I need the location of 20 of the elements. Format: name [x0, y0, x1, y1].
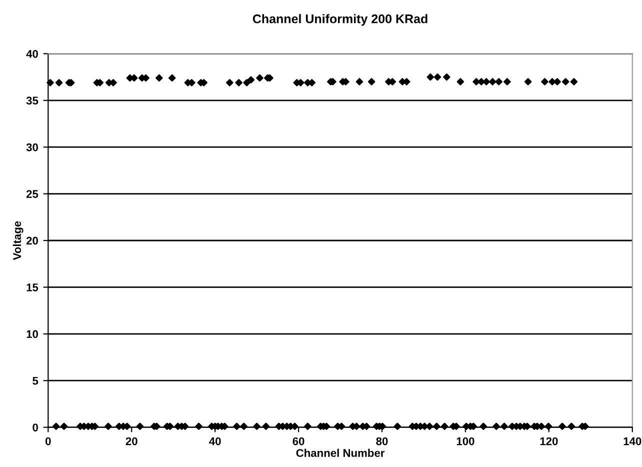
y-tick-label: 25	[26, 190, 38, 198]
x-tick-label: 140	[624, 437, 642, 446]
x-tick-label: 20	[126, 437, 138, 446]
y-tick-label: 10	[26, 330, 38, 338]
x-axis-title: Channel Number	[296, 448, 385, 457]
y-tick-label: 40	[26, 50, 38, 58]
y-tick-label: 5	[32, 376, 38, 385]
y-tick-label: 15	[26, 284, 38, 292]
y-tick-label: 20	[26, 236, 38, 245]
x-tick-label: 80	[376, 437, 388, 446]
y-tick-label: 0	[32, 424, 38, 432]
x-tick-label: 60	[292, 437, 304, 446]
x-tick-label: 40	[209, 437, 221, 446]
x-tick-label: 100	[456, 437, 474, 446]
x-tick-label: 120	[540, 437, 558, 446]
chart-title: Channel Uniformity 200 KRad	[252, 14, 428, 26]
x-tick-label: 0	[46, 437, 51, 446]
y-tick-label: 30	[26, 143, 38, 152]
y-axis-title: Voltage	[12, 221, 24, 260]
y-tick-label: 35	[26, 96, 38, 105]
